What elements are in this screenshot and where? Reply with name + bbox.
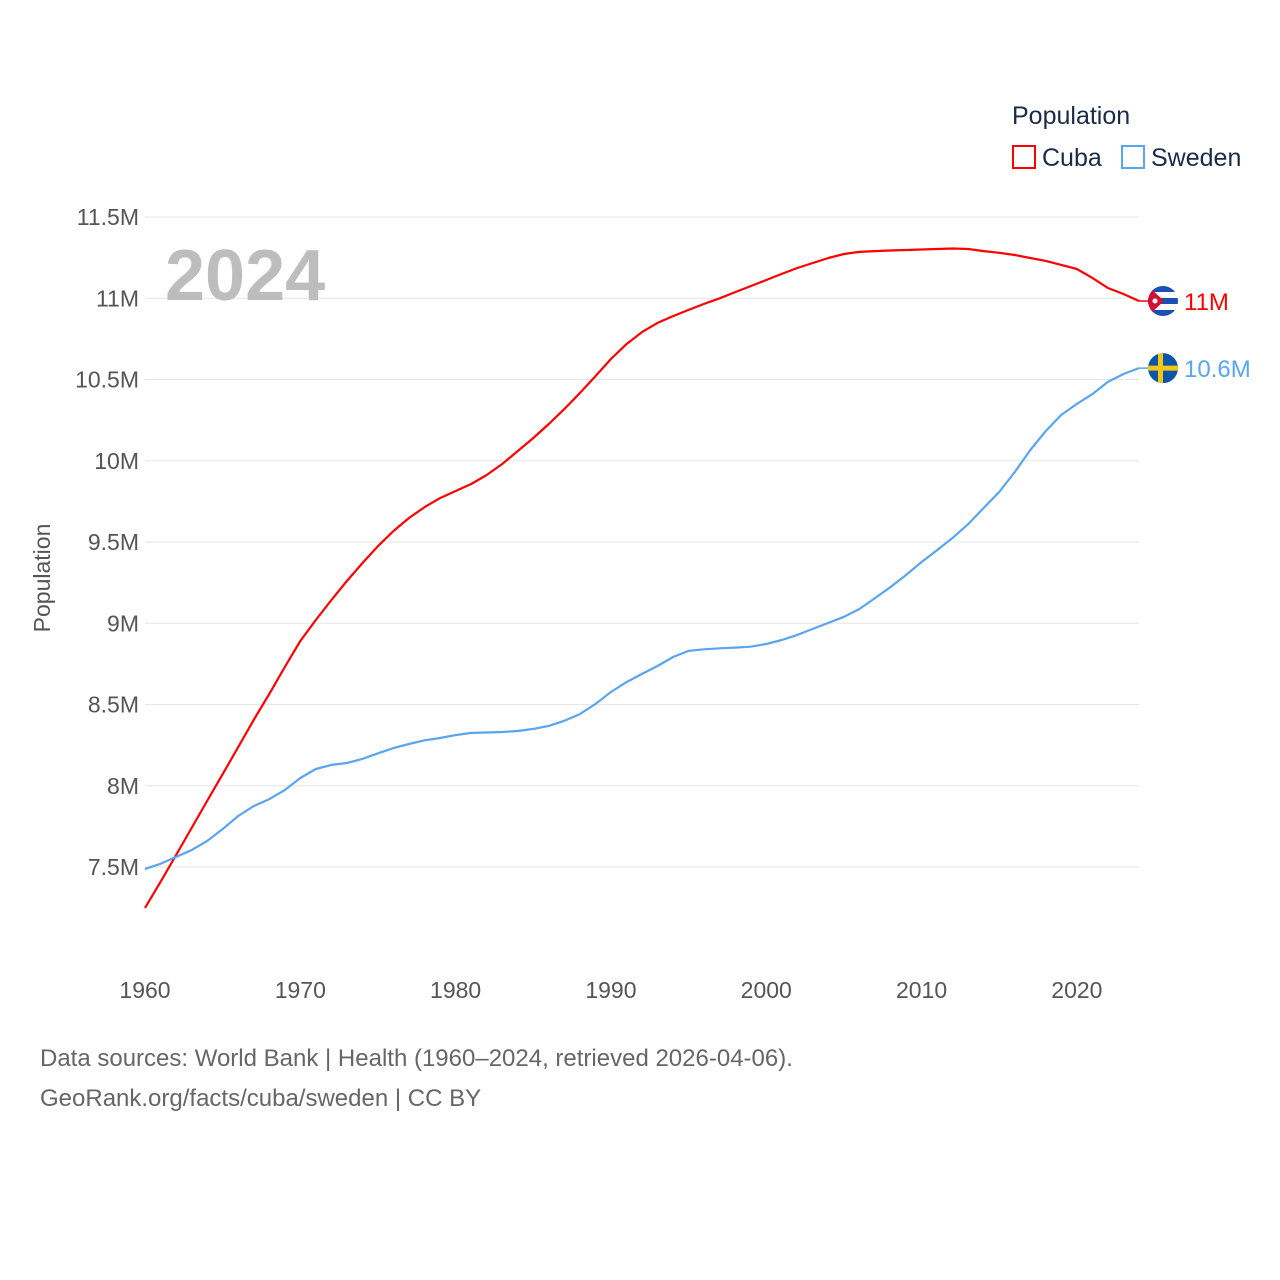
x-tick-label: 2010 xyxy=(896,977,947,1003)
flag-body xyxy=(1148,353,1178,384)
y-tick-label: 10.5M xyxy=(75,367,139,393)
legend-swatch xyxy=(1121,145,1145,169)
y-tick-label: 11M xyxy=(96,285,139,311)
flag-star xyxy=(1152,298,1158,304)
y-tick-label: 10M xyxy=(94,448,139,474)
y-tick-label: 9.5M xyxy=(88,529,139,555)
end-value-label: 11M xyxy=(1184,289,1229,316)
x-tick-label: 1970 xyxy=(275,977,326,1003)
cuba-flag-icon xyxy=(1148,286,1178,317)
y-tick-label: 8M xyxy=(107,773,139,799)
y-axis-label: Population xyxy=(29,524,55,633)
legend-item-sweden: Sweden xyxy=(1151,144,1241,172)
series-line-sweden xyxy=(144,367,1140,870)
legend-item-cuba: Cuba xyxy=(1042,144,1102,172)
series-line-cuba xyxy=(144,247,1140,909)
y-tick-label: 11.5M xyxy=(77,204,139,230)
footer-sources: Data sources: World Bank | Health (1960–… xyxy=(40,1045,793,1072)
flag-body xyxy=(1148,286,1178,317)
legend-swatch xyxy=(1012,145,1036,169)
flag-stripe xyxy=(1148,304,1178,311)
flag-stripe xyxy=(1148,292,1178,299)
footer-link[interactable]: GeoRank.org/facts/cuba/sweden | CC BY xyxy=(40,1085,482,1112)
x-tick-label: 1980 xyxy=(430,977,481,1003)
x-tick-label: 2020 xyxy=(1051,977,1102,1003)
x-tick-label: 1990 xyxy=(585,977,636,1003)
flag-stripe xyxy=(1148,286,1178,293)
legend-title: Population xyxy=(1012,102,1130,130)
y-tick-label: 9M xyxy=(107,610,139,636)
y-tick-label: 7.5M xyxy=(88,854,139,880)
flag-stripe xyxy=(1148,310,1178,317)
end-value-label: 10.6M xyxy=(1184,356,1251,383)
sweden-flag-icon xyxy=(1148,353,1178,384)
x-tick-label: 1960 xyxy=(119,977,170,1003)
year-watermark: 2024 xyxy=(165,236,325,316)
x-tick-label: 2000 xyxy=(741,977,792,1003)
y-tick-label: 8.5M xyxy=(88,692,139,718)
flag-cross-v xyxy=(1158,353,1163,384)
